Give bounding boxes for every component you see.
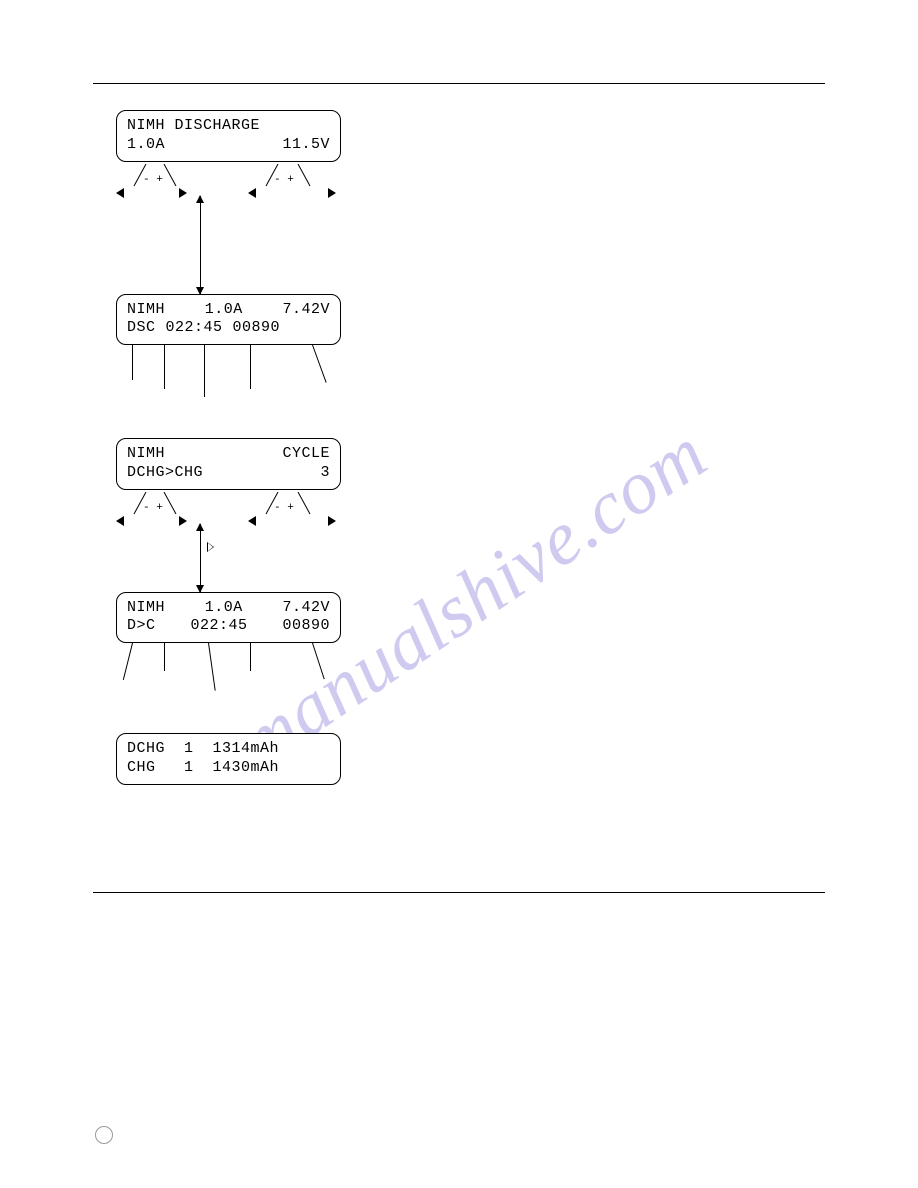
lcd-value: 00890 bbox=[282, 617, 330, 636]
play-outline-icon bbox=[207, 542, 214, 552]
page-header-divider bbox=[93, 83, 825, 84]
lcd-s3: DCHG 1 1314mAh CHG 1 1430mAh bbox=[116, 733, 341, 785]
callout-line bbox=[164, 643, 165, 671]
lcd-value-current: 1.0A bbox=[127, 136, 165, 155]
lcd-value: NIMH bbox=[127, 445, 165, 464]
lcd-value: NIMH bbox=[127, 599, 165, 618]
page-number-circle bbox=[95, 1126, 113, 1144]
callout-row-s1 bbox=[116, 345, 341, 400]
callout-line bbox=[132, 345, 133, 380]
nav-right-icon[interactable] bbox=[179, 516, 187, 526]
nav-left-icon[interactable] bbox=[116, 188, 124, 198]
lcd-value: 3 bbox=[320, 464, 330, 483]
pm-label-left: - + bbox=[143, 174, 163, 186]
lcd-value: 1.0A bbox=[205, 301, 243, 320]
lcd-value: DSC bbox=[127, 319, 156, 338]
nav-left-icon[interactable] bbox=[248, 516, 256, 526]
lcd-value: DCHG>CHG bbox=[127, 464, 203, 483]
double-arrow-icon bbox=[200, 196, 201, 294]
nav-right-icon[interactable] bbox=[328, 188, 336, 198]
nav-right-icon[interactable] bbox=[179, 188, 187, 198]
control-row-s1: - + - + bbox=[116, 164, 341, 204]
lcd-s2-top: NIMH CYCLE DCHG>CHG 3 bbox=[116, 438, 341, 490]
lcd-s2-bottom: NIMH 1.0A 7.42V D>C 022:45 00890 bbox=[116, 592, 341, 644]
callout-line bbox=[312, 643, 325, 679]
pm-label-right: - + bbox=[274, 502, 294, 514]
control-row-s2: - + - + bbox=[116, 492, 341, 532]
callout-line bbox=[208, 643, 216, 691]
lcd-value: 7.42V bbox=[282, 301, 330, 320]
lcd-value: CYCLE bbox=[282, 445, 330, 464]
lcd-value: 7.42V bbox=[282, 599, 330, 618]
lcd-value: NIMH bbox=[127, 301, 165, 320]
nav-left-icon[interactable] bbox=[248, 188, 256, 198]
lcd-line: DCHG 1 1314mAh bbox=[127, 740, 330, 759]
callout-row-s2 bbox=[116, 643, 341, 695]
double-arrow-icon bbox=[200, 524, 201, 592]
lcd-value: 022:45 bbox=[190, 617, 247, 636]
callout-line bbox=[250, 643, 251, 671]
nav-left-icon[interactable] bbox=[116, 516, 124, 526]
arrow-gap-s2 bbox=[116, 532, 341, 592]
lcd-s1-top: NIMH DISCHARGE 1.0A 11.5V bbox=[116, 110, 341, 162]
lcd-line: NIMH DISCHARGE bbox=[127, 117, 330, 136]
callout-line bbox=[312, 345, 327, 383]
lcd-s1-bottom: NIMH 1.0A 7.42V DSC 022:45 00890 bbox=[116, 294, 341, 346]
callout-line bbox=[164, 345, 165, 389]
lcd-line: CHG 1 1430mAh bbox=[127, 759, 330, 778]
section-divider bbox=[93, 892, 825, 893]
diagram-column: NIMH DISCHARGE 1.0A 11.5V - + - + NIMH 1… bbox=[116, 110, 341, 785]
nav-right-icon[interactable] bbox=[328, 516, 336, 526]
callout-line bbox=[250, 345, 251, 389]
lcd-value-voltage: 11.5V bbox=[282, 136, 330, 155]
section-gap bbox=[116, 695, 341, 733]
lcd-value: 022:45 bbox=[166, 319, 223, 338]
callout-line bbox=[123, 643, 133, 680]
section-gap bbox=[116, 400, 341, 438]
callout-line bbox=[204, 345, 205, 397]
lcd-value: 00890 bbox=[233, 319, 281, 338]
lcd-value: 1.0A bbox=[205, 599, 243, 618]
pm-label-right: - + bbox=[274, 174, 294, 186]
pm-label-left: - + bbox=[143, 502, 163, 514]
arrow-gap-s1 bbox=[116, 204, 341, 294]
lcd-value: D>C bbox=[127, 617, 156, 636]
